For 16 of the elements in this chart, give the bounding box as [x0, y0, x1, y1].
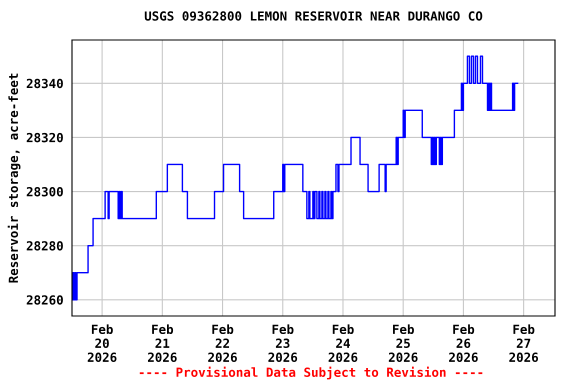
- y-tick-label: 28320: [26, 132, 63, 142]
- x-tick-label: Feb 22 2026: [208, 324, 237, 362]
- y-tick-label: 28340: [26, 78, 63, 88]
- y-tick-label: 28300: [26, 187, 63, 196]
- x-tick-label: Feb 23 2026: [268, 324, 298, 362]
- y-axis-title: Reservoir storage, acre-feet: [8, 74, 20, 283]
- x-tick-label: Feb 20 2026: [88, 324, 116, 362]
- x-tick-label: Feb 21 2026: [148, 324, 177, 362]
- chart-title: USGS 09362800 LEMON RESERVOIR NEAR DURANGO CO: [144, 11, 482, 21]
- x-tick-label: Feb 25 2026: [388, 324, 418, 362]
- y-tick-label: 28280: [26, 241, 63, 251]
- text: ---- Provisional Data Subject to Revision ----: [140, 366, 482, 380]
- x-tick-label: Feb 26 2026: [449, 324, 478, 362]
- y-tick-label: 28260: [26, 295, 63, 305]
- x-tick-label: Feb 27 2026: [509, 324, 538, 362]
- x-tick-label: Feb 24 2026: [328, 324, 358, 362]
